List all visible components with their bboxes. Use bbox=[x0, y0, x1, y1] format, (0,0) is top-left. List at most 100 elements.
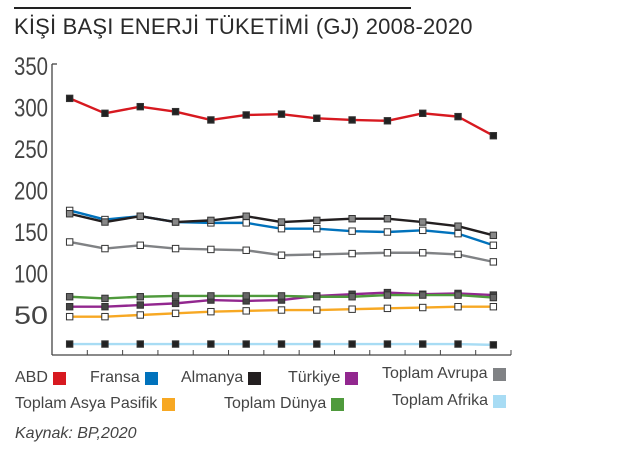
y-tick-label: 350 bbox=[14, 53, 48, 81]
legend-item-abd: ABD bbox=[15, 369, 66, 387]
legend-swatch bbox=[144, 371, 158, 385]
data-point bbox=[136, 340, 144, 348]
data-point bbox=[65, 340, 74, 348]
data-point bbox=[419, 109, 427, 118]
data-point bbox=[242, 111, 250, 119]
data-point bbox=[348, 116, 356, 124]
legend-label: Toplam Afrika bbox=[392, 392, 489, 409]
data-point bbox=[348, 215, 356, 223]
legend-label: Türkiye bbox=[288, 369, 341, 386]
data-point bbox=[171, 309, 180, 318]
data-point bbox=[313, 216, 321, 225]
data-point bbox=[454, 112, 462, 121]
data-point bbox=[136, 241, 144, 249]
data-point bbox=[489, 293, 498, 302]
data-point bbox=[383, 304, 392, 313]
data-point bbox=[383, 117, 392, 125]
legend-swatch bbox=[493, 394, 507, 408]
data-point bbox=[65, 293, 74, 301]
data-point bbox=[383, 215, 392, 223]
data-point bbox=[242, 219, 250, 227]
legend-label: Toplam Avrupa bbox=[382, 365, 488, 382]
data-point bbox=[207, 292, 215, 300]
legend-swatch bbox=[492, 367, 506, 381]
data-point bbox=[136, 212, 144, 220]
data-point bbox=[101, 244, 109, 253]
data-point bbox=[489, 341, 498, 349]
data-point bbox=[383, 228, 392, 236]
data-point bbox=[277, 251, 286, 259]
data-point bbox=[65, 312, 74, 321]
data-point bbox=[419, 340, 427, 348]
data-point bbox=[171, 244, 180, 253]
data-point bbox=[101, 340, 109, 348]
data-point bbox=[348, 305, 356, 313]
data-point bbox=[489, 132, 498, 140]
data-point bbox=[454, 291, 462, 299]
data-point bbox=[383, 291, 392, 299]
legend-label: Fransa bbox=[90, 369, 140, 386]
y-tick-label: 200 bbox=[14, 178, 48, 206]
legend-item-toplam-avrupa: Toplam Avrupa bbox=[382, 365, 506, 383]
legend-swatch bbox=[162, 397, 176, 411]
data-point bbox=[207, 307, 215, 316]
chart-title: KİŞİ BAŞI ENERJİ TÜKETİMİ (GJ) 2008-2020 bbox=[14, 14, 473, 39]
legend-swatch bbox=[52, 371, 66, 385]
data-point bbox=[101, 294, 109, 303]
y-tick-label: 250 bbox=[14, 136, 48, 164]
legend-item-toplam-afrika: Toplam Afrika bbox=[392, 392, 507, 410]
data-point bbox=[277, 218, 286, 226]
data-point bbox=[207, 116, 215, 124]
data-point bbox=[277, 110, 286, 118]
line-chart: 50 100 150 200 250 300 350 bbox=[14, 53, 512, 356]
data-point bbox=[348, 340, 356, 348]
data-point bbox=[454, 250, 462, 259]
legend-label: Toplam Asya Pasifik bbox=[15, 395, 158, 412]
data-point bbox=[171, 292, 180, 300]
data-point bbox=[171, 107, 180, 116]
y-tick-label: 50 bbox=[14, 302, 48, 330]
data-point bbox=[277, 306, 286, 314]
data-point bbox=[348, 293, 356, 301]
data-point bbox=[489, 258, 498, 266]
data-point bbox=[313, 250, 321, 259]
legend-item-toplam-dunya: Toplam Dünya bbox=[224, 395, 345, 413]
data-point bbox=[419, 291, 427, 299]
data-point bbox=[65, 210, 74, 218]
data-point bbox=[419, 303, 427, 312]
data-point bbox=[207, 245, 215, 254]
data-point bbox=[313, 293, 321, 301]
title-rule bbox=[14, 7, 411, 9]
legend-swatch bbox=[331, 397, 345, 411]
data-point bbox=[454, 229, 462, 238]
data-point bbox=[242, 212, 250, 220]
data-point bbox=[489, 303, 498, 311]
data-point bbox=[242, 307, 250, 315]
legend-label: Toplam Dünya bbox=[224, 395, 327, 412]
data-point bbox=[136, 293, 144, 301]
data-point bbox=[101, 109, 109, 118]
data-point bbox=[136, 301, 144, 309]
legend-swatch bbox=[345, 371, 359, 385]
data-point bbox=[277, 340, 286, 348]
legend-label: ABD bbox=[15, 369, 48, 386]
data-point bbox=[65, 94, 74, 103]
data-point bbox=[277, 292, 286, 300]
data-point bbox=[348, 249, 356, 258]
data-point bbox=[171, 299, 180, 308]
y-tick-label: 100 bbox=[14, 261, 48, 289]
data-point bbox=[207, 340, 215, 348]
data-point bbox=[419, 218, 427, 226]
legend-item-toplam-asya-pasifik: Toplam Asya Pasifik bbox=[15, 395, 176, 413]
legend-label: Almanya bbox=[181, 369, 244, 386]
data-point bbox=[171, 218, 180, 226]
data-point bbox=[313, 340, 321, 348]
data-point bbox=[454, 222, 462, 230]
data-point bbox=[348, 227, 356, 235]
data-point bbox=[242, 246, 250, 254]
legend-item-turkiye: Türkiye bbox=[288, 369, 359, 387]
data-point bbox=[136, 102, 144, 111]
y-tick-label: 300 bbox=[14, 95, 48, 123]
data-point bbox=[454, 340, 462, 348]
data-point bbox=[419, 226, 427, 235]
